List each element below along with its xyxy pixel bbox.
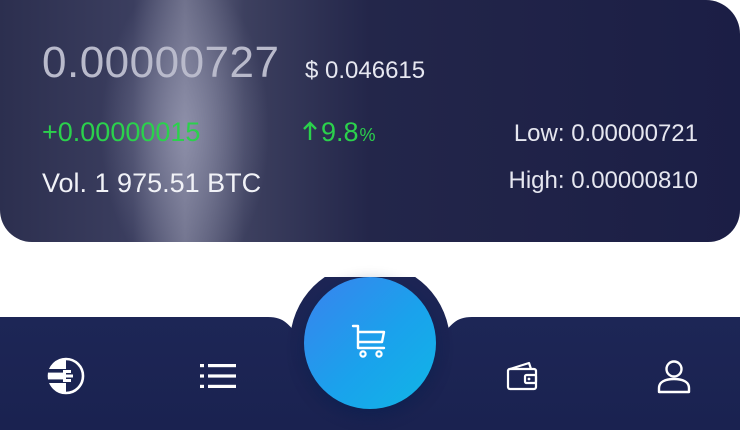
last-price: 0.00000727 [42,38,280,87]
profile-icon [656,358,692,394]
arrow-up-icon [302,121,318,147]
exchange-logo-icon [45,355,87,397]
nav-wallet-button[interactable] [498,352,546,400]
trade-cart-button[interactable] [304,277,436,409]
nav-profile-button[interactable] [650,352,698,400]
low-price: Low: 0.00000721 [513,120,698,147]
percent-value: 9.8 [321,117,359,147]
ticker-card: 0.00000727 $ 0.046615 +0.00000015 9.8 % … [0,0,740,242]
bottom-navigation [0,277,740,430]
price-change-absolute: +0.00000015 [42,117,201,147]
cart-icon [350,321,390,366]
wallet-icon [505,361,539,391]
usd-price: $ 0.046615 [305,57,426,84]
percent-sign: % [359,125,376,145]
nav-home-button[interactable] [42,352,90,400]
high-price: High: 0.00000810 [508,167,699,194]
nav-markets-button[interactable] [194,352,242,400]
price-change-percent: 9.8 % [302,117,376,148]
volume-24h: Vol. 1 975.51 BTC [42,168,262,198]
list-icon [199,361,237,391]
